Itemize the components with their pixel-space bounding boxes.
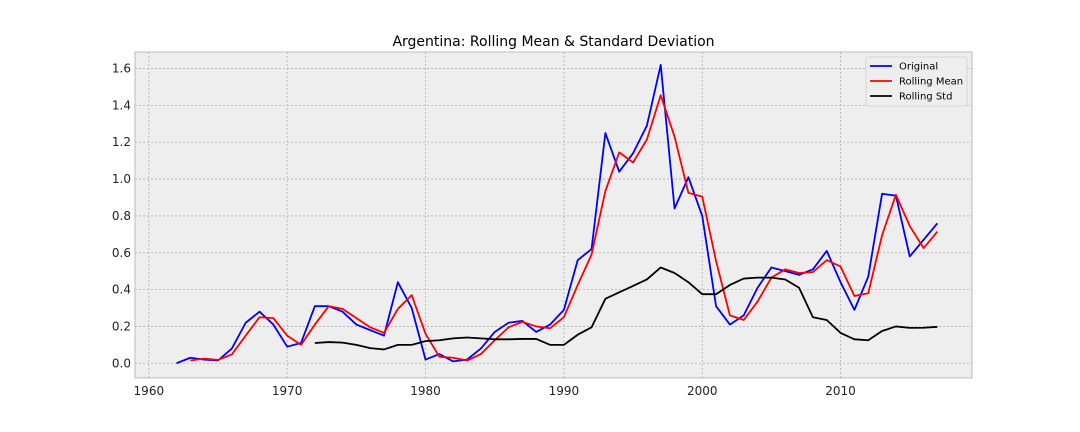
series-lines: [176, 63, 939, 365]
chart-title: Argentina: Rolling Mean & Standard Devia…: [392, 34, 714, 50]
x-tick-label: 1960: [134, 384, 165, 398]
x-tick-label: 1990: [549, 384, 580, 398]
y-tick-label: 0.0: [112, 356, 131, 370]
plot-area: [134, 51, 973, 379]
legend: Original Rolling Mean Rolling Std: [865, 56, 968, 107]
y-tick-label: 0.6: [112, 246, 131, 260]
y-tick-label: 0.4: [112, 283, 131, 297]
x-tick-label: 2010: [825, 384, 856, 398]
legend-label: Original: [899, 62, 938, 73]
y-tick-label: 1.2: [112, 135, 131, 149]
y-axis: 0.0 0.2 0.4 0.6 0.8 1.0 1.2 1.4 1.6: [112, 62, 131, 371]
y-tick-label: 0.2: [112, 319, 131, 333]
series-line-rolling-mean: [190, 94, 939, 362]
series-line-rolling-std: [314, 266, 938, 351]
x-axis: 1960 1970 1980 1990 2000 2010: [134, 384, 856, 398]
x-tick-label: 1980: [410, 384, 441, 398]
y-tick-label: 0.8: [112, 209, 131, 223]
series-line-original: [176, 63, 939, 365]
x-tick-label: 1970: [272, 384, 303, 398]
legend-label: Rolling Mean: [899, 77, 963, 88]
x-tick-label: 2000: [687, 384, 718, 398]
legend-label: Rolling Std: [899, 92, 952, 103]
y-tick-label: 1.4: [112, 98, 131, 112]
y-tick-label: 1.6: [112, 62, 131, 76]
y-tick-label: 1.0: [112, 172, 131, 186]
legend-box: [865, 56, 968, 107]
